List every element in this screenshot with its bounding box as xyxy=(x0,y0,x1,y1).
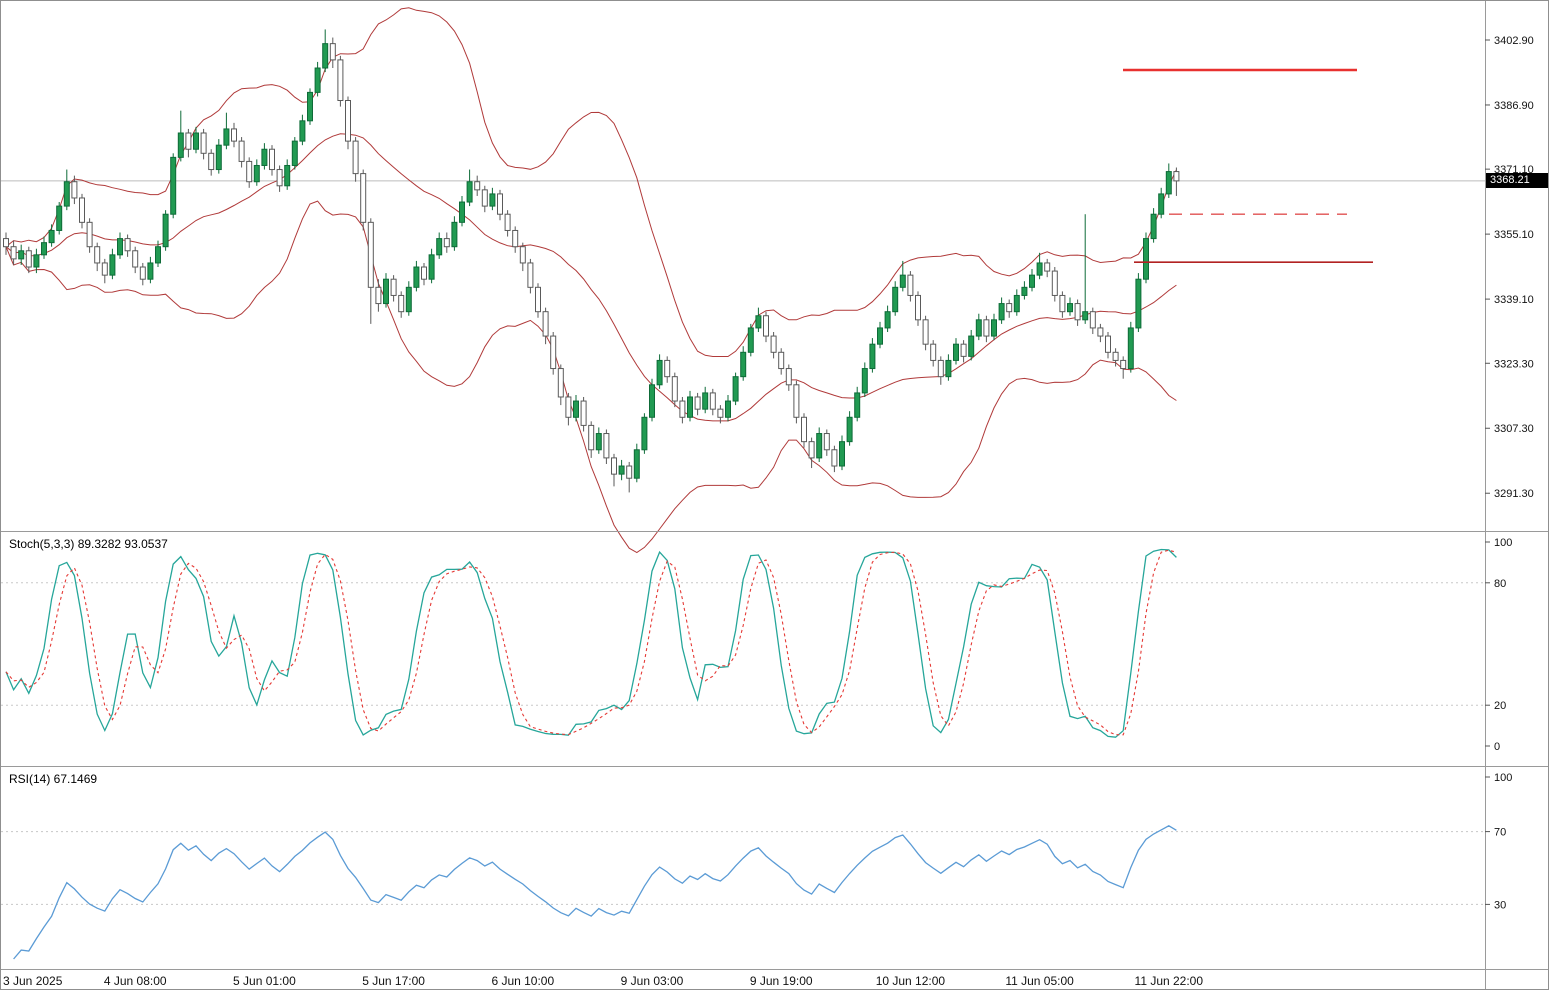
stoch-indicator-label: Stoch(5,3,3) 89.3282 93.0537 xyxy=(9,537,168,551)
rsi-indicator-label: RSI(14) 67.1469 xyxy=(9,772,98,786)
svg-text:30: 30 xyxy=(1494,899,1506,911)
price-level-lines xyxy=(1123,68,1373,263)
price-axis[interactable]: 3402.903386.903371.103355.103339.103323.… xyxy=(1485,35,1534,500)
bollinger-bands xyxy=(5,7,1177,554)
rsi-line xyxy=(13,825,1177,960)
svg-text:70: 70 xyxy=(1494,827,1506,839)
svg-text:9 Jun 03:00: 9 Jun 03:00 xyxy=(621,974,684,988)
time-axis[interactable]: 3 Jun 2025 4 Jun 08:00 5 Jun 01:00 5 Jun 17… xyxy=(3,974,1203,988)
rsi-level-grid xyxy=(1,831,1485,905)
svg-text:9 Jun 19:00: 9 Jun 19:00 xyxy=(750,974,813,988)
svg-text:11 Jun 22:00: 11 Jun 22:00 xyxy=(1135,974,1204,988)
stoch-axis[interactable]: 100 80 20 0 xyxy=(1485,537,1512,753)
candlesticks xyxy=(3,29,1180,493)
stoch-lines xyxy=(5,548,1177,738)
svg-text:3355.10: 3355.10 xyxy=(1494,229,1534,241)
rsi-axis[interactable]: 100 70 30 xyxy=(1485,772,1512,911)
svg-text:3386.90: 3386.90 xyxy=(1494,100,1534,112)
svg-text:0: 0 xyxy=(1494,741,1500,753)
svg-text:3307.30: 3307.30 xyxy=(1494,423,1534,435)
svg-text:20: 20 xyxy=(1494,700,1506,712)
svg-text:4 Jun 08:00: 4 Jun 08:00 xyxy=(104,974,167,988)
svg-text:3402.90: 3402.90 xyxy=(1494,35,1534,47)
svg-text:3291.30: 3291.30 xyxy=(1494,488,1534,500)
stoch-level-grid xyxy=(1,582,1485,706)
svg-text:100: 100 xyxy=(1494,772,1512,784)
svg-text:5 Jun 01:00: 5 Jun 01:00 xyxy=(233,974,296,988)
svg-text:6 Jun 10:00: 6 Jun 10:00 xyxy=(491,974,554,988)
svg-text:5 Jun 17:00: 5 Jun 17:00 xyxy=(362,974,425,988)
svg-text:10 Jun 12:00: 10 Jun 12:00 xyxy=(876,974,946,988)
svg-text:3339.10: 3339.10 xyxy=(1494,294,1534,306)
svg-text:80: 80 xyxy=(1494,578,1506,590)
svg-text:100: 100 xyxy=(1494,537,1512,549)
svg-text:11 Jun 05:00: 11 Jun 05:00 xyxy=(1005,974,1074,988)
svg-text:3 Jun 2025: 3 Jun 2025 xyxy=(3,974,63,988)
svg-text:3323.30: 3323.30 xyxy=(1494,358,1534,370)
current-price-tag: 3368.21 xyxy=(1486,172,1548,188)
